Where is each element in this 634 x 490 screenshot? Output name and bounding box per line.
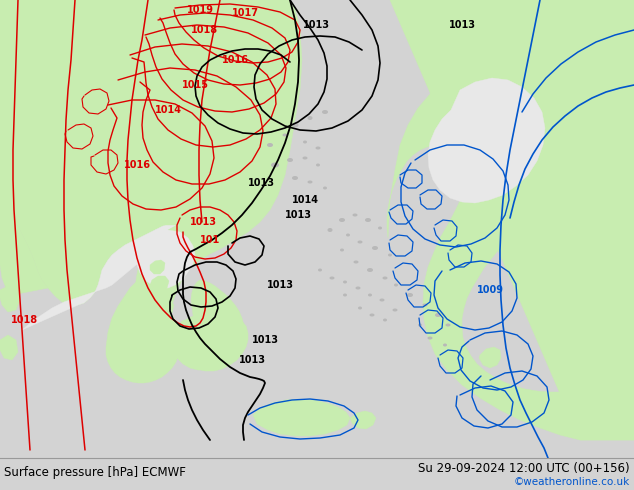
Ellipse shape	[303, 141, 307, 144]
Ellipse shape	[354, 261, 358, 264]
Text: 1013: 1013	[285, 210, 311, 220]
Text: 1015: 1015	[181, 80, 209, 90]
Ellipse shape	[292, 122, 299, 127]
Ellipse shape	[340, 248, 344, 251]
Ellipse shape	[446, 323, 451, 326]
Ellipse shape	[418, 323, 422, 326]
Polygon shape	[0, 285, 20, 312]
Ellipse shape	[323, 187, 327, 190]
Ellipse shape	[356, 287, 361, 290]
Ellipse shape	[339, 218, 345, 222]
Ellipse shape	[435, 313, 441, 317]
Ellipse shape	[394, 284, 398, 287]
Ellipse shape	[292, 176, 298, 180]
Text: 1013: 1013	[190, 217, 216, 227]
Ellipse shape	[372, 246, 378, 250]
Polygon shape	[0, 193, 48, 295]
Ellipse shape	[365, 218, 371, 222]
Polygon shape	[137, 230, 195, 288]
Text: 1013: 1013	[302, 20, 330, 30]
Polygon shape	[253, 399, 350, 436]
Text: 1018: 1018	[11, 315, 39, 325]
Polygon shape	[479, 347, 501, 368]
Polygon shape	[174, 311, 248, 371]
Polygon shape	[0, 335, 18, 360]
Polygon shape	[387, 0, 634, 440]
Text: 1014: 1014	[292, 195, 318, 205]
Text: 1018: 1018	[191, 25, 219, 35]
Ellipse shape	[427, 337, 432, 340]
Text: 1019: 1019	[186, 5, 214, 15]
Polygon shape	[22, 0, 290, 330]
Ellipse shape	[388, 253, 392, 256]
Polygon shape	[120, 198, 138, 218]
Ellipse shape	[343, 280, 347, 284]
Polygon shape	[0, 0, 302, 370]
Polygon shape	[150, 260, 165, 274]
Ellipse shape	[367, 268, 373, 272]
Ellipse shape	[283, 133, 287, 137]
Polygon shape	[0, 0, 218, 305]
Text: 1013: 1013	[266, 280, 294, 290]
Ellipse shape	[307, 180, 313, 183]
Ellipse shape	[378, 226, 382, 229]
Ellipse shape	[328, 228, 332, 232]
Ellipse shape	[392, 309, 398, 312]
Polygon shape	[150, 276, 169, 291]
Text: ©weatheronline.co.uk: ©weatheronline.co.uk	[514, 477, 630, 487]
Text: 1013: 1013	[247, 178, 275, 188]
Ellipse shape	[443, 343, 447, 346]
Text: 101: 101	[200, 235, 220, 245]
Ellipse shape	[346, 234, 350, 237]
Text: Su 29-09-2024 12:00 UTC (00+156): Su 29-09-2024 12:00 UTC (00+156)	[418, 462, 630, 474]
Ellipse shape	[302, 156, 307, 160]
Ellipse shape	[287, 158, 293, 162]
Ellipse shape	[382, 276, 387, 279]
Ellipse shape	[368, 294, 372, 296]
Text: 1013: 1013	[238, 355, 266, 365]
Ellipse shape	[330, 276, 335, 279]
Text: 1017: 1017	[231, 8, 259, 18]
Text: 1016: 1016	[221, 55, 249, 65]
Ellipse shape	[267, 143, 273, 147]
Text: 1014: 1014	[155, 105, 181, 115]
Ellipse shape	[316, 164, 320, 167]
Ellipse shape	[353, 214, 358, 217]
Ellipse shape	[380, 298, 384, 301]
Ellipse shape	[343, 294, 347, 296]
Text: 1013: 1013	[448, 20, 476, 30]
Ellipse shape	[307, 116, 313, 120]
Ellipse shape	[358, 241, 363, 244]
Polygon shape	[156, 300, 174, 316]
Ellipse shape	[422, 303, 427, 307]
Ellipse shape	[271, 163, 279, 168]
Text: 1013: 1013	[252, 335, 278, 345]
Ellipse shape	[407, 293, 413, 297]
Polygon shape	[106, 0, 300, 383]
Ellipse shape	[322, 110, 328, 114]
Text: Surface pressure [hPa] ECMWF: Surface pressure [hPa] ECMWF	[4, 466, 186, 479]
Polygon shape	[350, 411, 376, 429]
Ellipse shape	[383, 318, 387, 321]
Ellipse shape	[358, 307, 362, 310]
Ellipse shape	[318, 269, 322, 271]
Text: 1016: 1016	[124, 160, 150, 170]
Text: 1009: 1009	[477, 285, 503, 295]
Polygon shape	[428, 78, 545, 203]
Ellipse shape	[370, 314, 375, 317]
Ellipse shape	[316, 147, 321, 149]
